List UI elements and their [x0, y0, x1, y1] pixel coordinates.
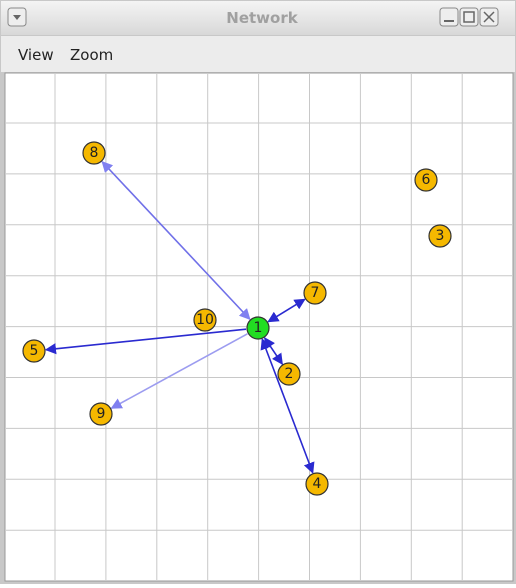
edge — [260, 338, 315, 474]
edge — [44, 328, 247, 355]
node-label: 9 — [97, 406, 106, 422]
node-label: 7 — [311, 285, 320, 301]
node-label: 5 — [30, 343, 39, 359]
node — [414, 168, 438, 192]
node-label: 3 — [436, 228, 445, 244]
node — [305, 472, 329, 496]
node-label: 10 — [196, 312, 214, 328]
node-label: 8 — [90, 145, 99, 161]
minimize-button[interactable] — [439, 7, 459, 27]
node — [246, 316, 270, 340]
close-icon — [483, 11, 495, 23]
menu-bar — [1, 36, 515, 72]
node-label: 4 — [313, 476, 322, 492]
grid — [6, 74, 512, 580]
node — [193, 308, 217, 332]
node — [89, 402, 113, 426]
node-label: 2 — [285, 366, 294, 382]
nodes: 1 2 3 4 5 6 7 8 9 10 — [22, 141, 452, 496]
node — [277, 362, 301, 386]
menu-item[interactable]: View — [18, 46, 54, 64]
window-title: Network — [226, 9, 298, 27]
menu-item[interactable]: Zoom — [70, 46, 113, 64]
edge — [110, 333, 248, 409]
node — [82, 141, 106, 165]
edge — [267, 298, 306, 323]
edge — [101, 160, 251, 321]
title-bar — [1, 1, 515, 35]
window-menu-icon — [13, 15, 21, 20]
node — [428, 224, 452, 248]
node — [22, 339, 46, 363]
node-label: 1 — [254, 320, 263, 336]
maximize-icon — [463, 11, 475, 23]
maximize-button[interactable] — [459, 7, 479, 27]
node — [303, 281, 327, 305]
edges — [44, 160, 315, 474]
node-label: 6 — [422, 172, 431, 188]
